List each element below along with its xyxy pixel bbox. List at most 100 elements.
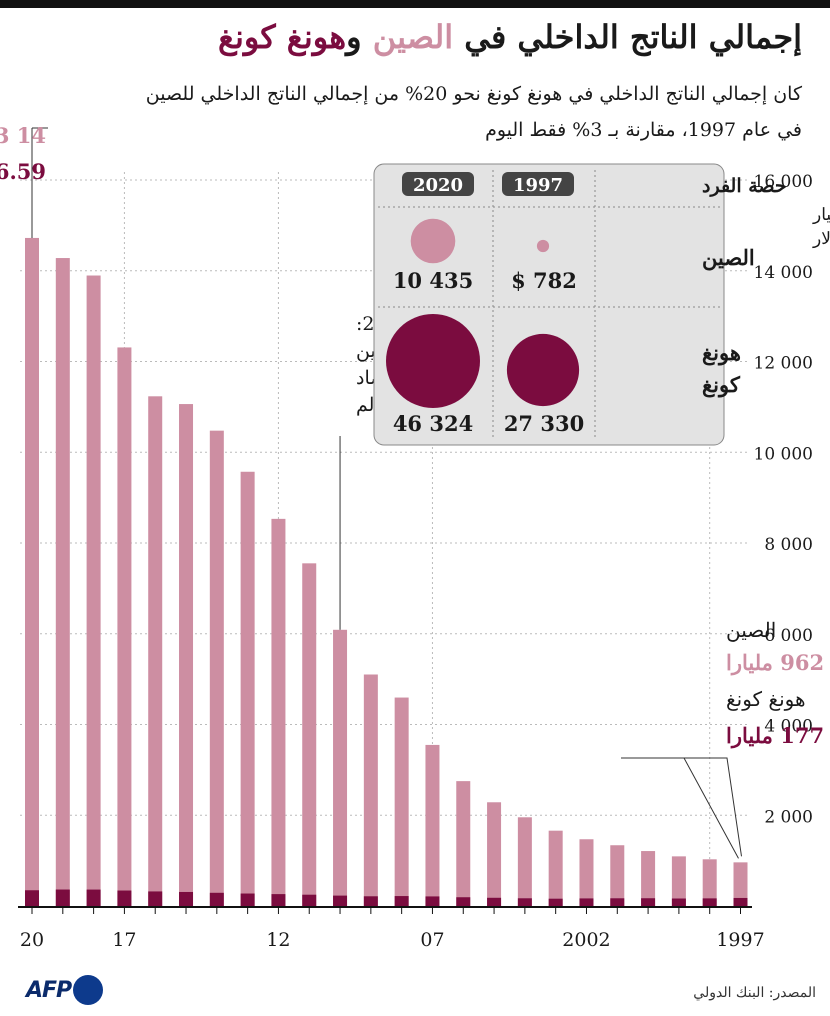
badge-2020 (402, 172, 474, 196)
x-tick-label: 12 (266, 929, 290, 951)
bar-hk (209, 892, 224, 906)
bubble-china-2020 (410, 218, 456, 264)
bar-china (702, 859, 717, 906)
inset-china-2020-value: 10 435 (393, 268, 473, 293)
annotation-end-hk-label: هونغ كونغ (726, 687, 806, 711)
bar-hk (117, 890, 132, 906)
bar-china (517, 817, 532, 906)
bar-china (86, 275, 101, 906)
x-tick-label: 2002 (562, 929, 610, 951)
leader-line-1997-a (621, 757, 739, 859)
y-tick-label: 16 000 (754, 172, 813, 192)
inset-hk-label: كونغ (702, 372, 741, 398)
bar-china (394, 697, 409, 906)
bar-hk (456, 897, 471, 906)
bar-china (333, 629, 348, 906)
bar-china (117, 347, 132, 907)
badge-1997 (502, 172, 574, 196)
bar-hk (671, 898, 686, 906)
bubble-hk-2020 (386, 314, 480, 408)
y-tick-label: 10 000 (754, 444, 813, 464)
top-bar (0, 0, 830, 8)
bar-hk (363, 896, 378, 906)
y-tick-label: 2 000 (764, 807, 813, 827)
y-tick-label: 6 000 (764, 626, 813, 646)
annotation-top-hk: 346.59 مليارا (0, 159, 46, 185)
y-unit-label: مليار (812, 205, 830, 225)
annotation-top-china: 14 723 مليارا (0, 123, 46, 149)
y-tick-label: 8 000 (764, 535, 813, 555)
bar-hk (517, 898, 532, 906)
bar-china (733, 862, 748, 906)
subtitle: كان إجمالي الناتج الداخلي في هونغ كونغ ن… (145, 83, 802, 141)
y-tick-label: 12 000 (754, 354, 813, 374)
bar-hk (25, 890, 39, 906)
bar-china (271, 518, 286, 906)
bar-china (302, 563, 317, 906)
bar-china (487, 802, 502, 906)
bar-china (363, 674, 378, 906)
bar-hk (733, 897, 748, 906)
afp-logo: AFP (26, 974, 104, 1006)
bubble-hk-1997 (506, 333, 580, 407)
bar-china (641, 851, 656, 906)
y-tick-label: 4 000 (764, 717, 813, 737)
bar-china (179, 404, 194, 906)
title-connector: و (346, 18, 373, 56)
bar-china (209, 430, 224, 906)
bar-hk (55, 889, 70, 906)
title-hk: هونغ كونغ (217, 18, 347, 56)
bar-hk (425, 896, 440, 906)
inset-hk-label: هونغ (702, 340, 741, 366)
page-title: إجمالي الناتج الداخلي في الصين وهونغ كون… (218, 18, 802, 56)
bar-china (55, 258, 70, 906)
inset-china-1997-value: $ 782 (511, 268, 577, 293)
bar-hk (548, 898, 563, 906)
bubble-china-1997 (536, 239, 550, 253)
bar-hk (148, 891, 163, 906)
afp-logo-dot (73, 975, 104, 1005)
annotation-end-china-value: 962 مليارا (726, 650, 824, 676)
bar-hk (702, 898, 717, 906)
bar-hk (240, 893, 255, 906)
leader-line-1997-b (684, 757, 742, 857)
annotation-end-china-label: الصين (726, 618, 776, 642)
x-tick-label: 1997 (716, 929, 764, 951)
annotation-end-hk-value: 177 مليارا (726, 723, 824, 749)
bar-hk (394, 896, 409, 906)
y-unit-label: دولار (812, 229, 830, 249)
bar-hk (641, 898, 656, 906)
bar-china (425, 744, 440, 906)
bar-hk (179, 891, 194, 906)
bar-hk (302, 894, 317, 906)
bar-china (240, 471, 255, 906)
inset-hk-2020-value: 46 324 (393, 411, 473, 436)
bar-china (548, 830, 563, 906)
inset-hk-1997-value: 27 330 (504, 411, 584, 436)
bar-china (148, 396, 163, 906)
x-tick-label: 07 (420, 929, 444, 951)
x-tick-label: 20 (20, 929, 44, 951)
bar-hk (333, 895, 348, 906)
y-tick-label: 14 000 (754, 263, 813, 283)
title-prefix: إجمالي الناتج الداخلي في (453, 18, 802, 56)
x-tick-label: 17 (112, 929, 136, 951)
afp-logo-text: AFP (26, 977, 72, 1003)
bar-hk (487, 897, 502, 906)
badge-2020-label: 2020 (413, 175, 463, 196)
bar-china (671, 856, 686, 906)
badge-1997-label: 1997 (513, 175, 563, 196)
inset-header: حصة الفرد (702, 175, 787, 197)
bar-hk (610, 898, 625, 906)
bar-china (579, 839, 594, 906)
bar-hk (271, 894, 286, 906)
inset-china-label: الصين (702, 245, 755, 271)
bar-hk (86, 889, 101, 906)
bar-china (25, 237, 39, 907)
title-china: الصين (372, 18, 454, 56)
bar-china (610, 845, 625, 906)
source-note: المصدر: البنك الدولي (693, 985, 816, 1001)
bar-hk (579, 898, 594, 906)
bar-china (456, 781, 471, 906)
